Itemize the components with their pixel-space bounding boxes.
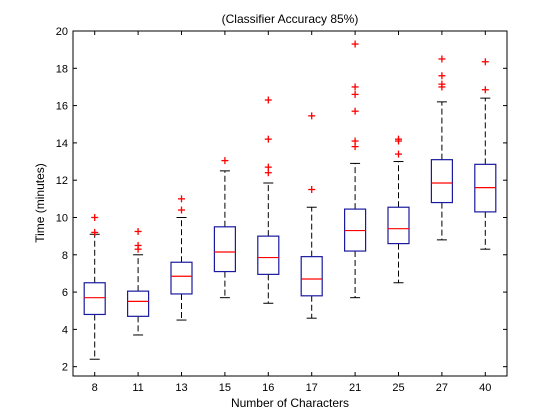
iqr-box <box>83 282 106 316</box>
outlier-marker <box>438 72 446 80</box>
outlier-marker <box>438 80 446 88</box>
plot-area <box>73 31 507 376</box>
iqr-box <box>257 235 280 275</box>
x-tick-label: 40 <box>479 382 491 394</box>
outlier-marker <box>351 40 359 48</box>
y-axis-label: Time (minutes) <box>33 163 47 243</box>
outlier-marker <box>264 135 272 143</box>
x-tick-label: 17 <box>306 382 318 394</box>
x-tick-label: 15 <box>219 382 231 394</box>
outlier-marker <box>264 96 272 104</box>
y-tick-label: 8 <box>62 250 68 262</box>
y-tick-label: 4 <box>62 324 68 336</box>
box-group-40 <box>474 58 497 250</box>
y-tick-label: 20 <box>56 26 68 38</box>
x-tick-label: 25 <box>392 382 404 394</box>
outlier-marker <box>395 150 402 158</box>
iqr-box <box>387 206 410 245</box>
iqr-box <box>170 261 193 295</box>
box-group-8 <box>83 213 106 360</box>
iqr-box <box>126 290 150 317</box>
outlier-marker <box>91 228 99 236</box>
outlier-marker <box>134 241 142 249</box>
outlier-marker <box>351 137 359 145</box>
outlier-marker <box>308 112 316 120</box>
outlier-marker <box>481 58 489 66</box>
y-tick-label: 10 <box>56 212 68 224</box>
x-tick-label: 16 <box>262 382 274 394</box>
box-group-11 <box>126 227 150 336</box>
box-group-21 <box>344 40 367 299</box>
y-tick-label: 14 <box>56 138 68 150</box>
x-tick-label: 8 <box>92 382 98 394</box>
iqr-box <box>300 256 323 297</box>
box-group-27 <box>430 55 453 241</box>
iqr-box <box>430 159 453 204</box>
outlier-marker <box>351 107 359 115</box>
outlier-marker <box>221 157 229 165</box>
outlier-marker <box>351 90 359 98</box>
y-tick-label: 18 <box>56 63 68 75</box>
outlier-marker <box>178 206 185 214</box>
outlier-marker <box>91 213 99 221</box>
box-group-15 <box>213 157 236 299</box>
outlier-marker <box>395 135 402 143</box>
x-tick-label: 13 <box>175 382 187 394</box>
iqr-box <box>213 226 236 273</box>
chart-title: (Classifier Accuracy 85%) <box>222 12 359 26</box>
outlier-marker <box>264 163 272 171</box>
outlier-marker <box>438 55 446 63</box>
outlier-marker <box>481 86 489 94</box>
x-tick-label: 21 <box>349 382 361 394</box>
y-tick-label: 16 <box>56 101 68 113</box>
axes-frame <box>72 30 508 377</box>
y-tick-label: 6 <box>62 287 68 299</box>
y-tick-label: 2 <box>62 362 68 374</box>
x-tick-label: 11 <box>132 382 143 394</box>
box-group-25 <box>387 135 410 284</box>
box-group-16 <box>257 96 280 304</box>
outlier-marker <box>134 227 142 235</box>
outlier-marker <box>351 83 359 91</box>
x-tick-label: 27 <box>436 382 448 394</box>
outlier-marker <box>308 186 316 194</box>
y-tick-label: 12 <box>56 175 68 187</box>
x-axis-label: Number of Characters <box>231 396 349 410</box>
box-group-13 <box>170 195 193 321</box>
outlier-marker <box>178 195 185 203</box>
box-group-17 <box>300 112 323 319</box>
